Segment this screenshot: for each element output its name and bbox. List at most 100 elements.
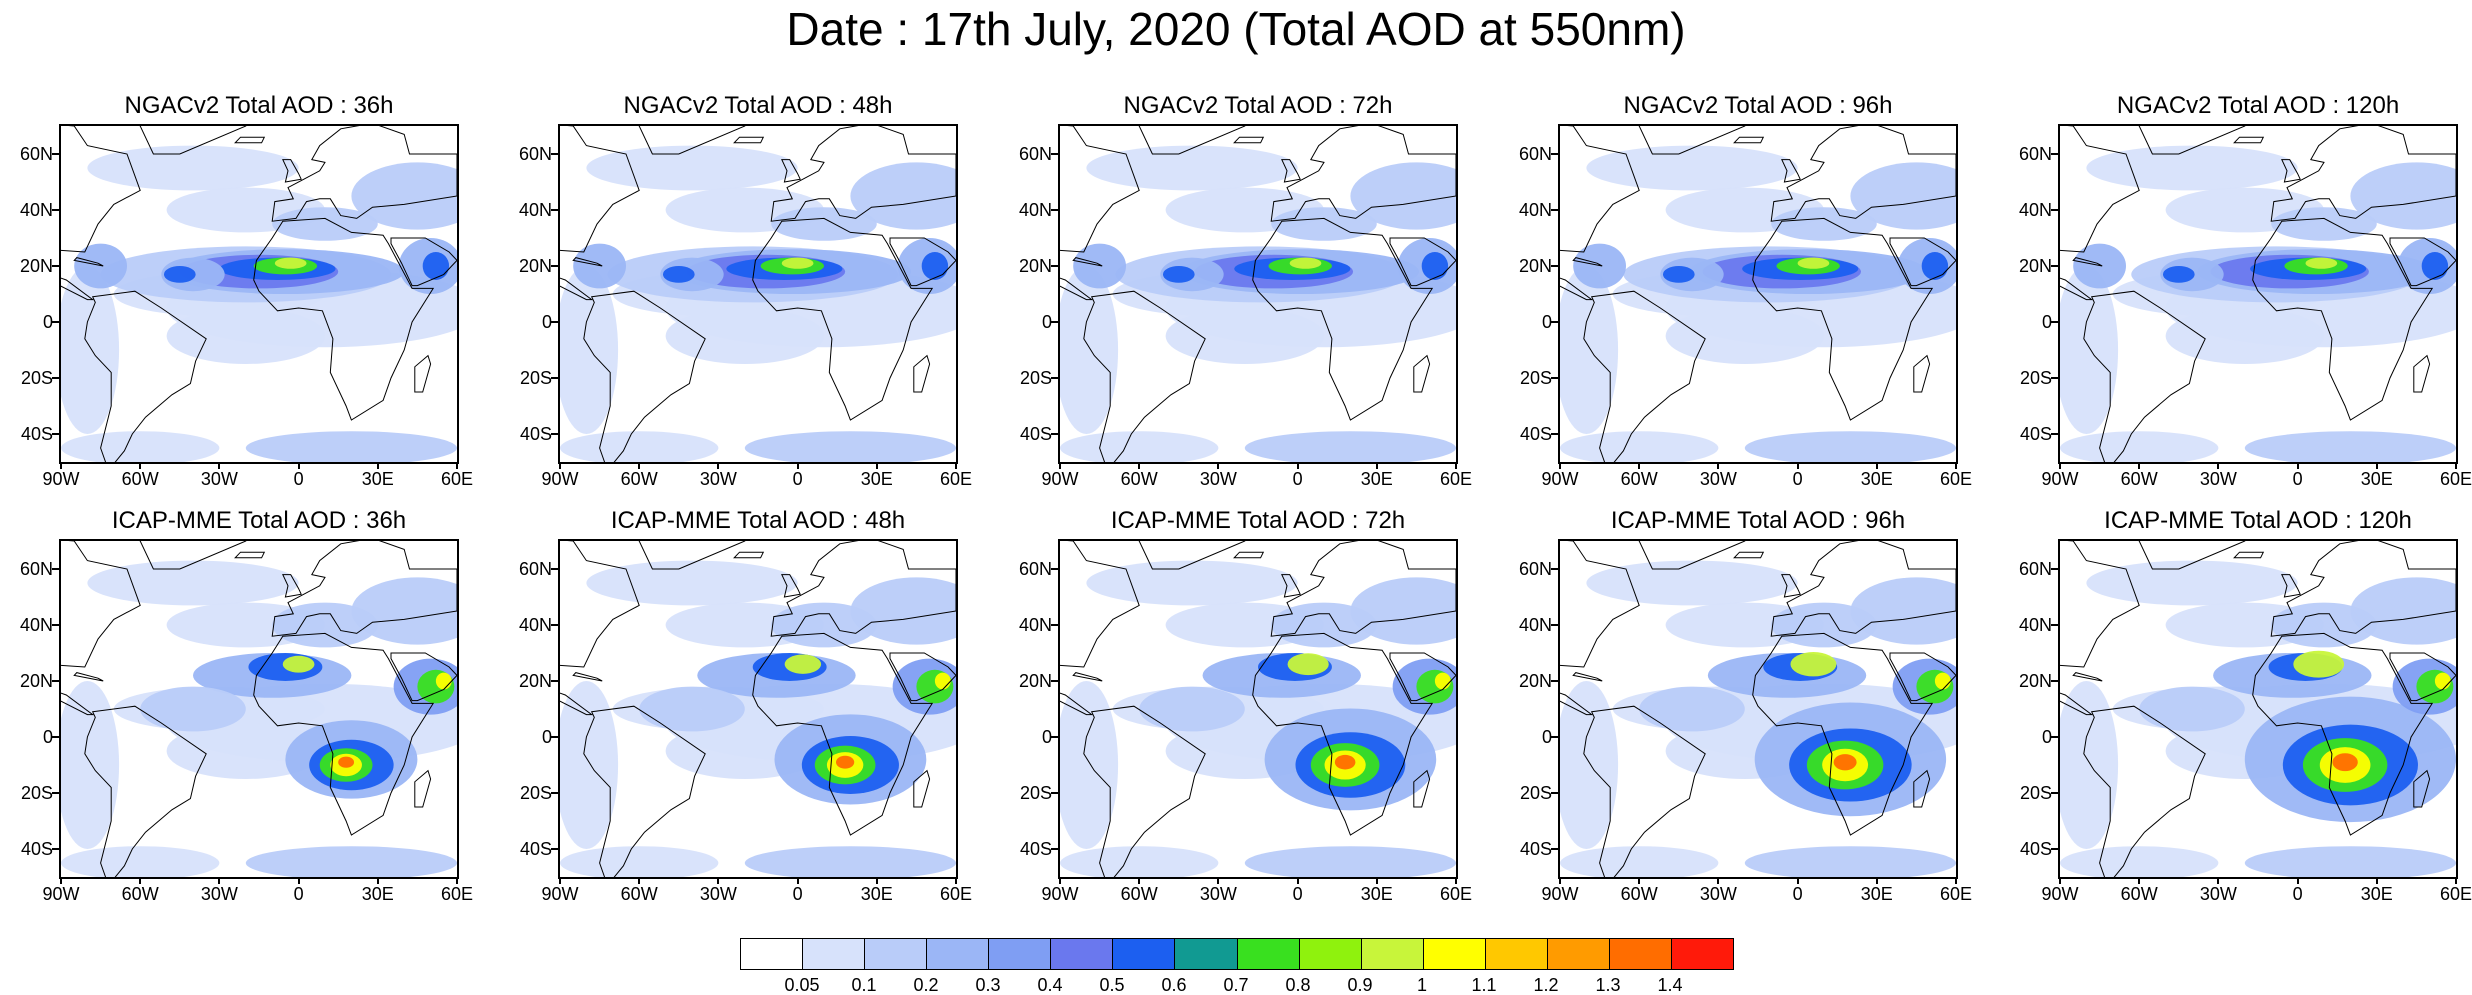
aod-plume — [61, 846, 220, 877]
latitude-tick — [52, 153, 59, 155]
coastline-samerica — [1083, 290, 1206, 462]
colorbar-box — [1175, 939, 1238, 969]
coastline-samerica — [2083, 290, 2206, 462]
latitude-tick — [551, 321, 558, 323]
coastline-namerica — [61, 126, 141, 301]
coastline-namerica — [1560, 541, 1640, 716]
latitude-tick — [1551, 624, 1558, 626]
longitude-label: 60W — [1620, 469, 1658, 489]
longitude-tick — [796, 462, 799, 469]
aod-plume — [1244, 431, 1456, 462]
longitude-tick — [1717, 877, 1720, 884]
coastline-africa — [1752, 632, 1934, 836]
latitude-tick — [551, 624, 558, 626]
coastline-uk — [781, 159, 801, 183]
colorbar-box — [1671, 939, 1733, 969]
longitude-label: 60E — [440, 884, 474, 904]
longitude-tick — [559, 462, 561, 469]
colorbar-label: 0.8 — [1285, 975, 1311, 995]
latitude-tick — [551, 680, 558, 682]
aod-plume — [2434, 672, 2451, 690]
coastline-africa — [2252, 217, 2434, 421]
latitude-tick — [1551, 209, 1558, 211]
longitude-label: 60E — [2439, 884, 2472, 904]
longitude-label: 30E — [2360, 884, 2393, 904]
coastline-europe — [271, 541, 457, 637]
aod-map — [560, 541, 956, 877]
latitude-tick — [551, 848, 558, 850]
coastline-samerica — [1583, 705, 1706, 877]
longitude-tick — [1138, 462, 1141, 469]
aod-plume — [1665, 308, 1824, 364]
colorbar-box — [989, 939, 1052, 969]
latitude-tick — [551, 153, 558, 155]
latitude-label: 40N — [1018, 200, 1052, 220]
latitude-label: 40N — [1018, 615, 1052, 635]
longitude-label: 0 — [1792, 469, 1803, 489]
coastline-uk — [282, 574, 302, 598]
aod-map — [560, 126, 956, 462]
coastline-africa — [253, 632, 435, 836]
latitude-label: 20S — [1519, 368, 1552, 388]
longitude-label: 60E — [1439, 469, 1473, 489]
longitude-label: 60W — [1120, 884, 1158, 904]
aod-plume — [1560, 266, 1619, 434]
longitude-label: 90W — [2041, 469, 2079, 489]
figure-title: Date : 17th July, 2020 (Total AOD at 550… — [786, 3, 1686, 55]
aod-plume — [1287, 653, 1329, 676]
longitude-label: 0 — [792, 884, 803, 904]
latitude-label: 60N — [518, 144, 552, 164]
longitude-tick — [2296, 877, 2299, 884]
latitude-tick — [1051, 736, 1058, 738]
aod-plume — [2350, 162, 2456, 230]
longitude-label: 30E — [1860, 884, 1893, 904]
colorbar-label: 0.4 — [1037, 975, 1063, 995]
coastline-namerica — [2060, 126, 2140, 301]
latitude-tick — [2051, 624, 2058, 626]
aod-plume — [2350, 577, 2456, 645]
longitude-label: 60E — [1939, 884, 1973, 904]
colorbar-label: 0.6 — [1161, 975, 1187, 995]
longitude-tick — [559, 877, 561, 884]
latitude-label: 20S — [1019, 783, 1052, 803]
coastline-iceland — [1233, 551, 1265, 559]
latitude-label: 20N — [2018, 256, 2052, 276]
latitude-label: 60N — [2018, 144, 2052, 164]
longitude-tick — [2455, 462, 2457, 469]
aod-plume — [61, 681, 120, 849]
longitude-label: 30W — [200, 884, 238, 904]
panel-title: NGACv2 Total AOD : 120h — [2116, 92, 2400, 119]
aod-plume — [61, 266, 120, 434]
map-plot-area — [59, 124, 459, 464]
longitude-tick — [1717, 462, 1720, 469]
latitude-label: 40S — [519, 424, 552, 444]
coastline-cuba — [1572, 672, 1603, 682]
latitude-label: 20S — [2019, 783, 2052, 803]
aod-plume — [338, 756, 355, 768]
latitude-label: 40N — [2018, 615, 2052, 635]
coastline-iceland — [733, 136, 765, 144]
latitude-label: 0 — [42, 312, 53, 332]
coastline-namerica — [560, 541, 640, 716]
aod-plume — [1833, 754, 1857, 771]
coastline-iceland — [1233, 136, 1265, 144]
panel-title: ICAP-MME Total AOD : 36h — [111, 507, 407, 534]
longitude-tick — [2059, 462, 2061, 469]
map-panel: NGACv2 Total AOD : 36h 60N 40N 20N 0 20S 40S 90… — [20, 94, 473, 489]
coastline-arabia — [2389, 652, 2456, 702]
aod-plume — [1850, 162, 1956, 230]
panel-title: ICAP-MME Total AOD : 96h — [1610, 507, 1906, 534]
latitude-tick — [52, 568, 59, 570]
map-panel: ICAP-MME Total AOD : 72h 60N 40N 20N 0 20S 40S… — [1019, 509, 1472, 904]
coastline-cuba — [2072, 257, 2103, 267]
longitude-label: 60W — [2120, 469, 2158, 489]
map-plot-area — [1558, 124, 1958, 464]
latitude-tick — [52, 680, 59, 682]
aod-plume — [2165, 308, 2324, 364]
coastline-greenland — [139, 126, 247, 155]
map-plot-area — [1558, 539, 1958, 879]
coastline-namerica — [61, 541, 141, 716]
longitude-tick — [456, 877, 458, 884]
aod-plume — [1271, 602, 1377, 648]
coastline-greenland — [1638, 541, 1746, 570]
